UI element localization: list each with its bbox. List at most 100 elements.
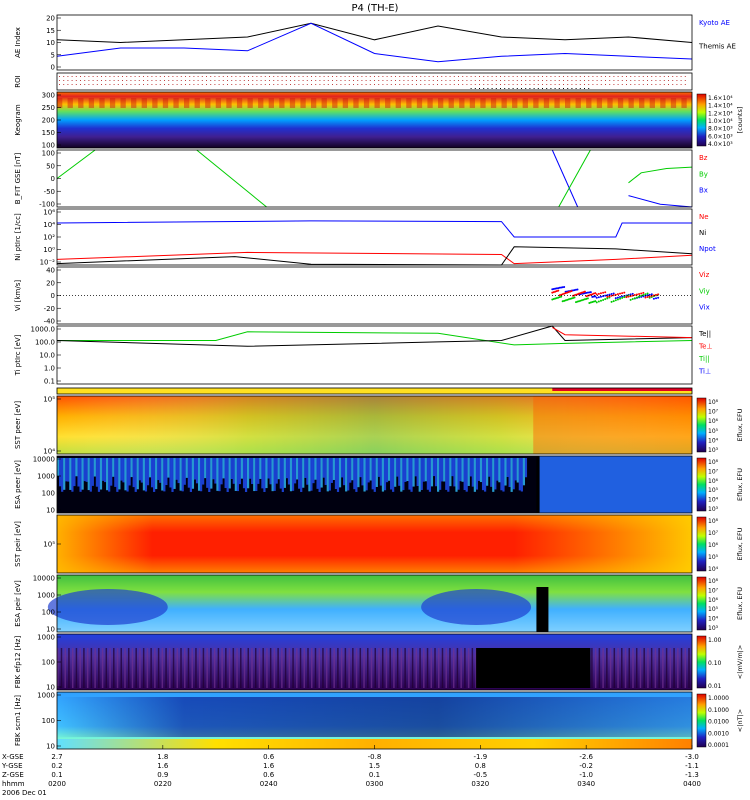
roi-dot — [571, 80, 573, 81]
fbk-e-bin — [266, 648, 268, 688]
roi-dot — [487, 84, 489, 85]
roi-dot — [138, 80, 140, 81]
roi-dot — [411, 84, 413, 85]
esa-electron-bin — [110, 458, 113, 486]
roi-dot — [668, 80, 669, 81]
temp-legend-3: Ti⊥ — [698, 368, 711, 376]
sst_i-colorbar-label: 10⁶ — [708, 542, 719, 549]
roi-dot — [235, 84, 237, 85]
roi-dot — [84, 80, 86, 81]
esa-electron-bin — [255, 458, 258, 491]
roi-dot — [239, 76, 241, 77]
ae-series-themisae-0 — [56, 22, 693, 44]
roi-dot — [197, 84, 199, 85]
roi-dot — [571, 84, 573, 85]
esa-electron-bin — [508, 458, 511, 488]
fbk-e-bin — [240, 648, 242, 688]
roi-dot — [474, 76, 476, 77]
esa_e-colorbar-label: 10³ — [708, 506, 719, 513]
keogram-stripe — [78, 98, 84, 108]
esa-electron-bin — [451, 458, 454, 477]
esa-electron-bin — [81, 458, 84, 490]
esa_i-ytick-label: 10000 — [33, 575, 55, 583]
esa-electron-bin — [106, 458, 109, 491]
esa-electron-bin — [481, 458, 485, 491]
roi-dot — [67, 84, 69, 85]
roi-dot — [222, 84, 224, 85]
roi-dot — [579, 88, 581, 89]
esa-electron-bin — [408, 458, 411, 490]
esa-electron-bin — [257, 458, 260, 484]
time-row-value: 0400 — [683, 780, 701, 788]
ae-legend-1: Themis AE — [698, 43, 736, 51]
esa-electron-bin — [261, 458, 264, 489]
roi-dot — [588, 80, 590, 81]
esa-electron-bin — [457, 458, 460, 490]
esa-electron-bin — [263, 458, 266, 492]
roi-dot — [193, 80, 195, 81]
esa-electron-bin — [434, 458, 438, 487]
roi-dot — [537, 84, 539, 85]
roi-dot — [638, 84, 640, 85]
fbk-e-bin — [322, 648, 324, 688]
velocity-point-viz — [646, 295, 649, 298]
esa-electron-bin — [259, 458, 262, 479]
roi-dot — [563, 80, 564, 81]
roi-dot — [214, 76, 216, 77]
esa_e-frame — [56, 455, 693, 514]
keogram-stripe — [162, 98, 169, 108]
esa-electron-bin — [373, 458, 376, 492]
roi-dot — [101, 76, 102, 77]
esa-electron-bin — [410, 458, 413, 492]
roi-dot — [88, 76, 90, 77]
velocity-point-vix — [551, 288, 554, 291]
time-row-value: 2.7 — [51, 753, 62, 761]
roi-dot — [168, 84, 170, 85]
esa-electron-bin — [79, 458, 82, 492]
roi-dot — [487, 88, 489, 89]
roi-dot — [92, 76, 94, 77]
fbk_b-colorbar-label: 0.0010 — [708, 730, 729, 737]
esa-electron-bin — [498, 458, 501, 483]
esa-electron-bin — [430, 458, 434, 487]
bfield-legend-1: By — [699, 170, 708, 178]
fbk-e-bin — [329, 648, 332, 688]
velocity-point-viz — [606, 295, 609, 298]
fbk-e-bin — [83, 648, 85, 688]
roi-dot — [134, 84, 136, 85]
time-row-value: 0.6 — [263, 771, 275, 779]
roi-dot — [231, 84, 233, 85]
roi-dot — [596, 84, 598, 85]
esa-electron-bin — [432, 458, 436, 477]
esa_i-frame — [56, 574, 693, 633]
roi-dot — [609, 84, 611, 85]
roi-dot — [684, 84, 686, 85]
esa-electron-bin — [510, 458, 513, 492]
fbk-e-bin — [658, 648, 660, 688]
roi-dot — [96, 80, 98, 81]
roi-dot — [332, 76, 333, 77]
roi-dot — [252, 80, 254, 81]
fbk-e-bin — [195, 648, 197, 688]
roi-dot — [651, 80, 653, 81]
roi-dot — [84, 76, 86, 77]
velocity-point-vix — [582, 292, 585, 295]
roi-dot — [537, 80, 539, 81]
esa-electron-bin — [404, 458, 407, 482]
fbk-e-bin — [202, 648, 205, 688]
fbk-e-bin — [146, 648, 149, 688]
roi-dot — [474, 80, 476, 81]
roi-dot — [533, 76, 535, 77]
esa-electron-bin — [99, 458, 103, 490]
esa-electron-bin — [283, 458, 286, 488]
roi-dot — [92, 84, 94, 85]
esa-electron-bin — [142, 458, 146, 491]
roi-dot — [248, 80, 249, 81]
esa-electron-bin — [134, 458, 137, 492]
roi-dot — [201, 80, 203, 81]
fbk-e-bin — [184, 648, 186, 688]
roi-dot — [428, 76, 430, 77]
keogram-stripe — [533, 98, 539, 108]
roi-dot — [449, 76, 451, 77]
roi-dot — [445, 84, 447, 85]
